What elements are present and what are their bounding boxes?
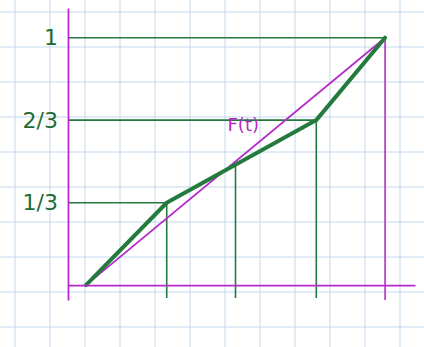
paper-line — [365, 0, 366, 347]
y-tick: 1/3 — [23, 190, 68, 215]
tick-guide — [68, 37, 385, 39]
y-tick-label: 2/3 — [23, 108, 58, 133]
paper-line — [0, 12, 424, 13]
paper-line — [0, 327, 424, 328]
y-tick: 1 — [44, 25, 68, 50]
vertical-guide — [315, 120, 317, 298]
paper-line — [85, 0, 86, 347]
y-tick-label: 1 — [44, 25, 58, 50]
paper-line — [0, 292, 424, 293]
paper-line — [400, 0, 401, 347]
x-axis — [69, 285, 416, 286]
vertical-guide — [235, 165, 237, 298]
plot-area — [68, 38, 385, 300]
y-axis-line — [68, 9, 70, 301]
tick-guide — [68, 202, 167, 204]
chart: 1/3 2/3 1 F(t) — [0, 0, 424, 347]
paper-line — [120, 0, 121, 347]
paper-line — [190, 0, 191, 347]
series-line — [86, 38, 385, 285]
paper-line — [0, 47, 424, 48]
paper-line — [330, 0, 331, 347]
paper-line — [50, 0, 51, 347]
paper-line — [15, 0, 16, 347]
paper-line — [0, 82, 424, 83]
tick-guide — [68, 119, 316, 121]
series-label: F(t) — [228, 114, 259, 135]
paper-line — [295, 0, 296, 347]
paper-grid — [0, 0, 424, 347]
paper-line — [260, 0, 261, 347]
boundary-line — [384, 38, 386, 300]
y-tick-label: 1/3 — [23, 190, 58, 215]
paper-line — [0, 187, 424, 188]
paper-line — [0, 152, 424, 153]
series-line — [86, 38, 385, 285]
x-axis-line — [69, 285, 416, 287]
y-axis: 1/3 2/3 1 — [23, 9, 69, 301]
paper-line — [0, 257, 424, 258]
paper-line — [0, 117, 424, 118]
paper-line — [0, 222, 424, 223]
paper-line — [155, 0, 156, 347]
y-tick: 2/3 — [23, 108, 68, 133]
paper-line — [225, 0, 226, 347]
